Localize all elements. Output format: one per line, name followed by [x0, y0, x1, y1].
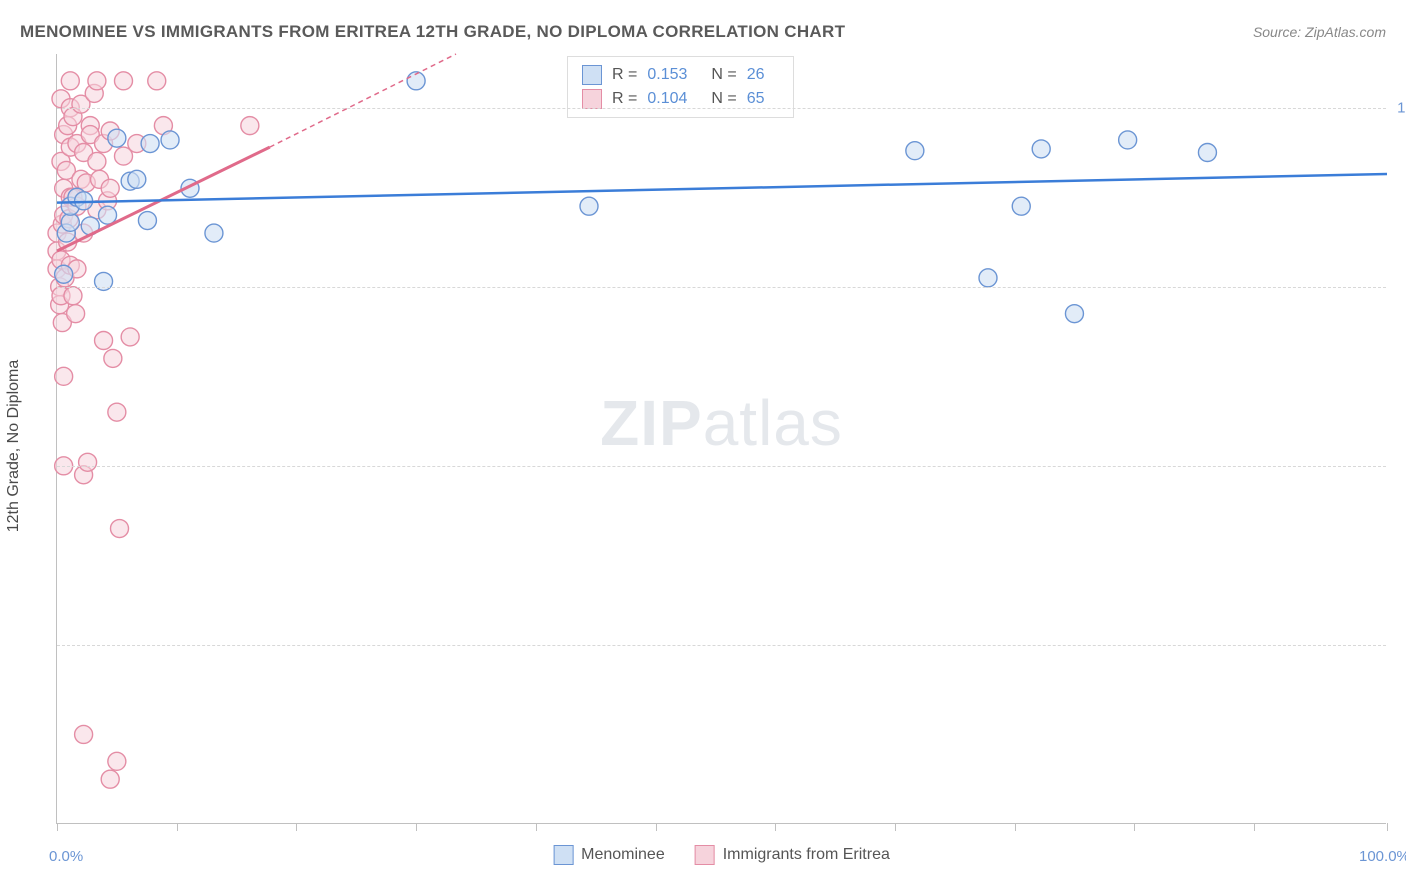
gridline-h: [57, 645, 1386, 646]
xtick: [1254, 823, 1255, 831]
swatch-series-2: [695, 845, 715, 865]
xtick: [416, 823, 417, 831]
chart-source: Source: ZipAtlas.com: [1253, 24, 1386, 40]
stats-row-series-1: R = 0.153 N = 26: [582, 63, 779, 87]
y-axis-label: 12th Grade, No Diploma: [5, 360, 23, 533]
ytick-label: 100.0%: [1397, 99, 1406, 116]
legend-label-1: Menominee: [581, 846, 665, 864]
r-label: R =: [612, 90, 637, 108]
xtick-label: 0.0%: [49, 848, 83, 865]
xtick: [895, 823, 896, 831]
swatch-series-2: [582, 89, 602, 109]
bottom-legend: Menominee Immigrants from Eritrea: [553, 845, 890, 865]
r-value-2: 0.104: [647, 90, 687, 108]
n-value-2: 65: [747, 90, 765, 108]
n-value-1: 26: [747, 66, 765, 84]
xtick: [1387, 823, 1388, 831]
xtick: [656, 823, 657, 831]
gridline-h: [57, 108, 1386, 109]
r-label: R =: [612, 66, 637, 84]
legend-item-1: Menominee: [553, 845, 665, 865]
swatch-series-1: [582, 65, 602, 85]
xtick-label: 100.0%: [1359, 848, 1406, 865]
legend-label-2: Immigrants from Eritrea: [723, 846, 890, 864]
swatch-series-1: [553, 845, 573, 865]
xtick: [1015, 823, 1016, 831]
r-value-1: 0.153: [647, 66, 687, 84]
chart-title: MENOMINEE VS IMMIGRANTS FROM ERITREA 12T…: [20, 22, 845, 42]
n-label: N =: [711, 90, 736, 108]
chart-plot-area: ZIPatlas R = 0.153 N = 26 R = 0.104 N = …: [56, 54, 1386, 824]
gridline-h: [57, 466, 1386, 467]
xtick: [536, 823, 537, 831]
gridline-h: [57, 287, 1386, 288]
xtick: [296, 823, 297, 831]
xtick: [775, 823, 776, 831]
xtick: [177, 823, 178, 831]
xtick: [57, 823, 58, 831]
xtick: [1134, 823, 1135, 831]
scatter-plot-svg: [57, 54, 1386, 823]
n-label: N =: [711, 66, 736, 84]
legend-item-2: Immigrants from Eritrea: [695, 845, 890, 865]
chart-header: MENOMINEE VS IMMIGRANTS FROM ERITREA 12T…: [20, 22, 1386, 42]
